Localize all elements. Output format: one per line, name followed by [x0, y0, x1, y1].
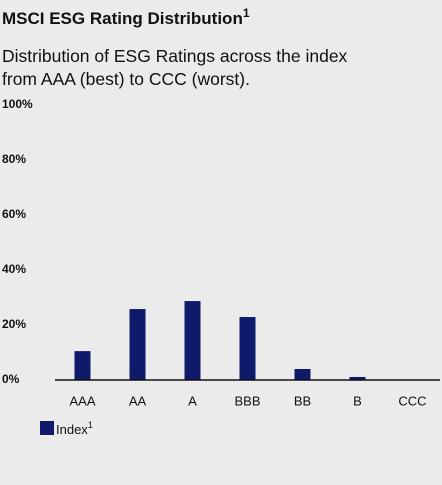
bar — [294, 369, 311, 380]
y-tick-label: 60% — [2, 207, 26, 221]
bar — [184, 301, 201, 380]
bar — [239, 317, 256, 380]
bar — [349, 376, 366, 380]
legend-swatch — [40, 421, 54, 435]
subtitle: from AAA (best) to CCC (worst). — [2, 69, 250, 89]
x-tick-label: B — [353, 393, 362, 408]
chart-title: MSCI ESG Rating Distribution1 — [2, 6, 250, 28]
title-text: MSCI ESG Rating Distribution — [2, 9, 243, 28]
x-tick-label: AA — [129, 393, 147, 408]
title-note: 1 — [243, 6, 250, 20]
x-tick-label: BBB — [234, 393, 260, 408]
y-tick-label: 40% — [2, 262, 26, 276]
bar — [129, 309, 146, 380]
legend-name: Index — [56, 422, 88, 437]
x-tick-label: A — [188, 393, 197, 408]
subtitle: Distribution of ESG Ratings across the i… — [2, 46, 348, 66]
legend-label: Index1 — [56, 420, 93, 437]
y-tick-label: 0% — [2, 372, 20, 386]
x-tick-label: AAA — [69, 393, 95, 408]
x-tick-label: CCC — [398, 393, 426, 408]
y-tick-label: 80% — [2, 152, 26, 166]
bar — [74, 351, 91, 380]
x-tick-label: BB — [294, 393, 311, 408]
legend-note: 1 — [88, 420, 93, 430]
y-tick-label: 100% — [2, 97, 33, 111]
y-tick-label: 20% — [2, 317, 26, 331]
